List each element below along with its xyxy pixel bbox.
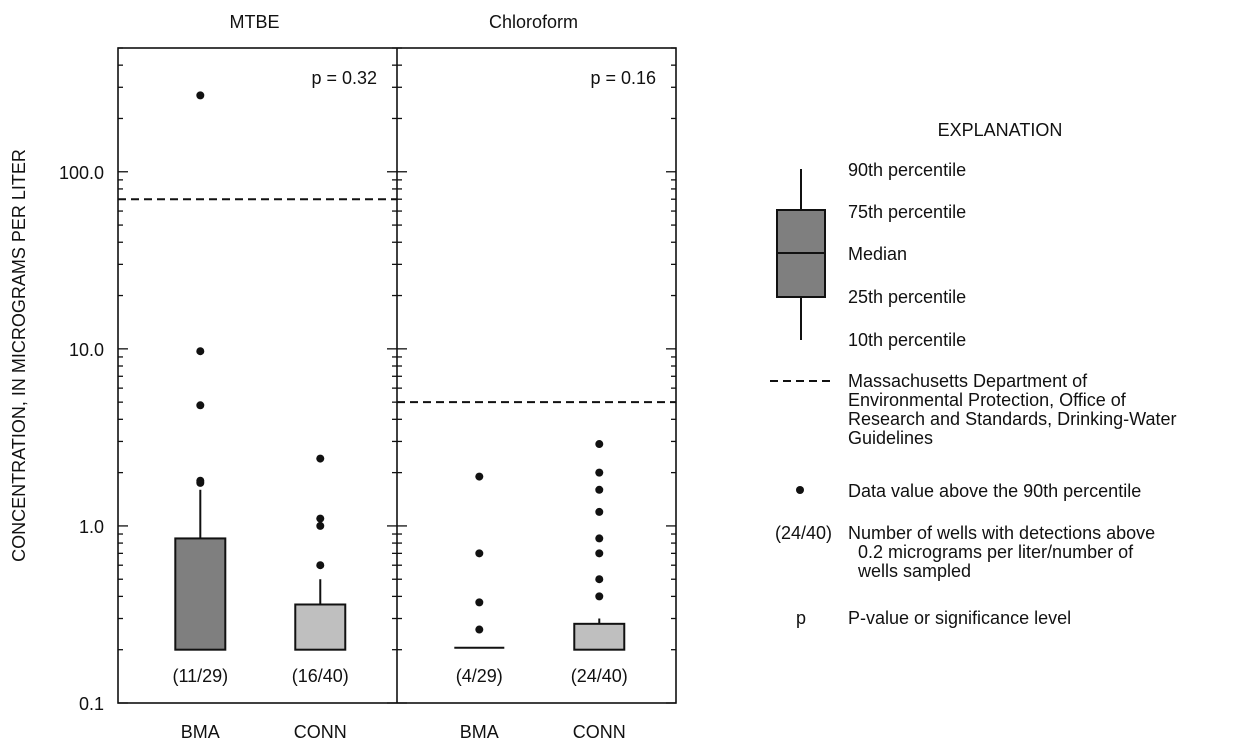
outlier-point: [475, 472, 484, 481]
outlier-point: [475, 625, 484, 634]
legend-count-text: Number of wells with detections above 0.…: [848, 523, 1155, 581]
legend-outlier-text: Data value above the 90th percentile: [848, 481, 1141, 501]
legend-guideline-text: Massachusetts Department of Environmental…: [848, 371, 1176, 448]
x-category-label: CONN: [294, 722, 347, 742]
outlier-point: [595, 485, 604, 494]
legend-p10: 10th percentile: [848, 330, 966, 350]
legend-outlier-point: [796, 486, 804, 494]
outlier-point: [316, 561, 325, 570]
y-tick-label: 1.0: [79, 517, 104, 537]
outlier-point: [595, 549, 604, 558]
outlier-point: [196, 476, 205, 485]
count-label: (4/29): [456, 666, 503, 686]
y-tick-label: 10.0: [69, 340, 104, 360]
outlier-point: [316, 521, 325, 530]
outlier-point: [316, 514, 325, 523]
p-value-label: p = 0.32: [311, 68, 377, 88]
outlier-point: [595, 575, 604, 584]
legend-p-text: P-value or significance level: [848, 608, 1071, 628]
outlier-point: [196, 401, 205, 410]
outlier-point: [475, 598, 484, 607]
outlier-point: [316, 454, 325, 463]
box: [294, 603, 347, 651]
legend-title: EXPLANATION: [938, 120, 1063, 140]
outlier-point: [595, 592, 604, 601]
legend-count-symbol: (24/40): [775, 523, 832, 543]
count-label: (11/29): [172, 666, 228, 686]
legend-p25: 25th percentile: [848, 287, 966, 307]
y-axis-label: CONCENTRATION, IN MICROGRAMS PER LITER: [9, 149, 29, 562]
outlier-point: [196, 347, 205, 356]
x-category-label: BMA: [181, 722, 220, 742]
legend-p-symbol: p: [796, 608, 806, 628]
p-value-label: p = 0.16: [590, 68, 656, 88]
legend-median: Median: [848, 244, 907, 264]
x-category-label: CONN: [573, 722, 626, 742]
outlier-point: [595, 440, 604, 449]
legend-p90: 90th percentile: [848, 160, 966, 180]
legend-p75: 75th percentile: [848, 202, 966, 222]
outlier-point: [595, 534, 604, 543]
outlier-point: [595, 507, 604, 516]
panel-title: MTBE: [229, 12, 279, 32]
panel-title: Chloroform: [489, 12, 578, 32]
count-label: (16/40): [292, 666, 349, 686]
box: [174, 537, 227, 651]
outlier-point: [196, 91, 205, 100]
outlier-point: [475, 549, 484, 558]
y-tick-label: 100.0: [59, 163, 104, 183]
x-category-label: BMA: [460, 722, 499, 742]
count-label: (24/40): [571, 666, 628, 686]
box: [573, 622, 626, 651]
y-tick-label: 0.1: [79, 694, 104, 714]
outlier-point: [595, 468, 604, 477]
